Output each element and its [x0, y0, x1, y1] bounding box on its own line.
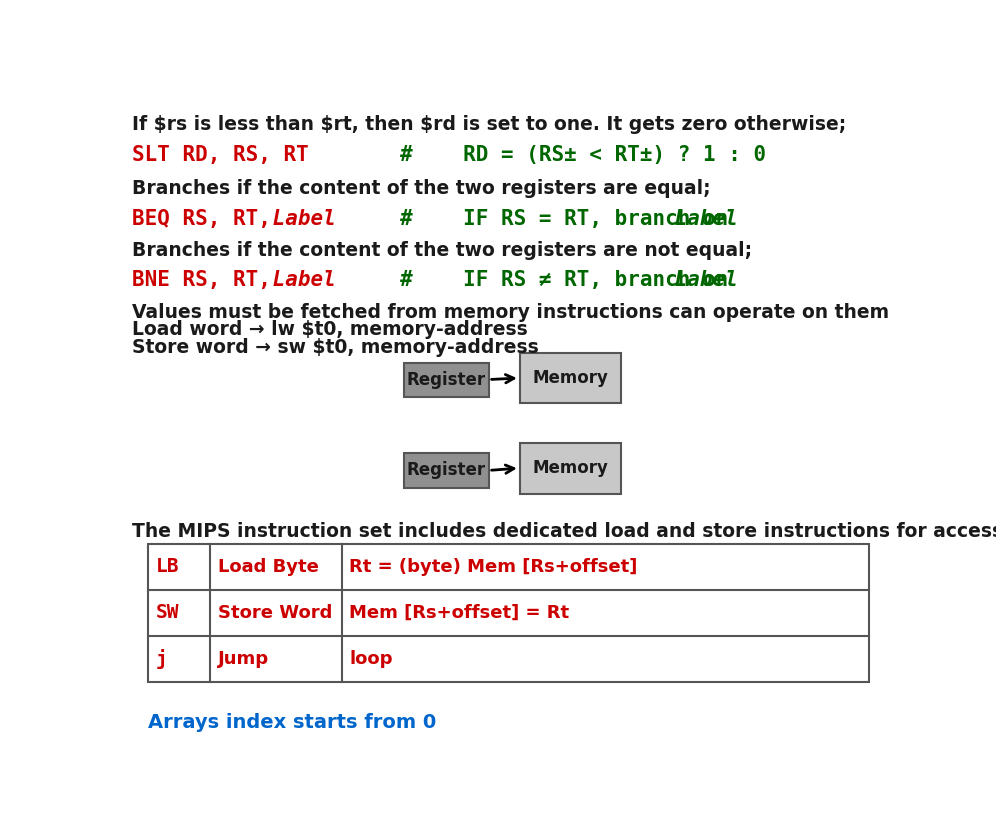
Text: Branches if the content of the two registers are equal;: Branches if the content of the two regis…	[132, 179, 711, 198]
Text: #    RD = (RS± < RT±) ? 1 : 0: # RD = (RS± < RT±) ? 1 : 0	[399, 145, 766, 165]
Text: Label: Label	[661, 270, 737, 290]
FancyBboxPatch shape	[403, 454, 489, 488]
Text: Register: Register	[406, 370, 486, 389]
Text: loop: loop	[350, 650, 392, 668]
FancyBboxPatch shape	[520, 354, 621, 403]
Text: LB: LB	[155, 557, 179, 576]
Text: Jump: Jump	[217, 650, 269, 668]
Text: Memory: Memory	[532, 459, 609, 477]
Text: Store Word: Store Word	[217, 604, 332, 622]
FancyBboxPatch shape	[520, 444, 621, 493]
Text: The MIPS instruction set includes dedicated load and store instructions for acce: The MIPS instruction set includes dedica…	[132, 522, 996, 541]
Text: Arrays index starts from 0: Arrays index starts from 0	[147, 713, 436, 732]
Text: SW: SW	[155, 603, 179, 622]
Text: Mem [Rs+offset] = Rt: Mem [Rs+offset] = Rt	[350, 604, 570, 622]
FancyBboxPatch shape	[147, 543, 869, 682]
Text: j: j	[155, 649, 167, 669]
Text: Load word → lw $t0, memory-address: Load word → lw $t0, memory-address	[132, 320, 528, 339]
Text: Label: Label	[661, 208, 737, 228]
Text: Label: Label	[260, 270, 336, 290]
Text: Label: Label	[260, 208, 336, 228]
Text: Store word → sw $t0, memory-address: Store word → sw $t0, memory-address	[132, 338, 539, 357]
Text: Register: Register	[406, 461, 486, 480]
Text: Rt = (byte) Mem [Rs+offset]: Rt = (byte) Mem [Rs+offset]	[350, 558, 637, 575]
Text: Branches if the content of the two registers are not equal;: Branches if the content of the two regis…	[132, 241, 752, 260]
Text: SLT RD, RS, RT: SLT RD, RS, RT	[132, 145, 309, 165]
Text: BNE RS, RT,: BNE RS, RT,	[132, 270, 271, 290]
Text: #    IF RS ≠ RT, branch on: # IF RS ≠ RT, branch on	[399, 270, 728, 290]
Text: #    IF RS = RT, branch on: # IF RS = RT, branch on	[399, 208, 728, 228]
Text: Memory: Memory	[532, 369, 609, 387]
Text: BEQ RS, RT,: BEQ RS, RT,	[132, 208, 271, 228]
Text: If $rs is less than $rt, then $rd is set to one. It gets zero otherwise;: If $rs is less than $rt, then $rd is set…	[132, 114, 847, 134]
FancyBboxPatch shape	[403, 363, 489, 397]
Text: Load Byte: Load Byte	[217, 558, 319, 575]
Text: Values must be fetched from memory instructions can operate on them: Values must be fetched from memory instr…	[132, 302, 889, 322]
